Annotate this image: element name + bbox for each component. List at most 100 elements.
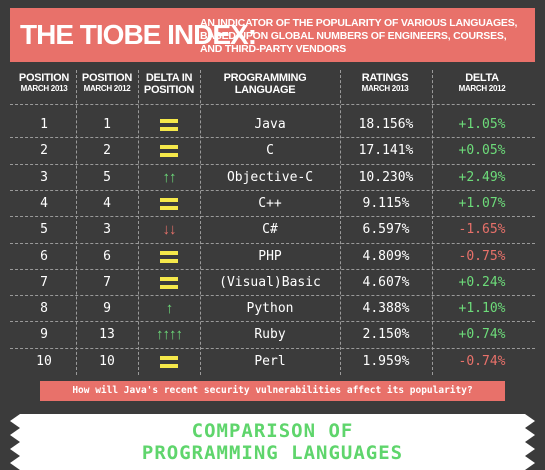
row-divider (10, 189, 535, 191)
rating-value: 4.388% (362, 301, 410, 317)
table-row: 2 2 C 17.141% +0.05% (0, 138, 545, 164)
language-name: Python (246, 301, 294, 317)
position-2012: 4 (103, 195, 111, 211)
arrow-up-icon: ↑ (165, 300, 174, 318)
row-divider (10, 321, 535, 323)
rating-value: 10.230% (358, 169, 414, 185)
position-2013: 10 (36, 353, 52, 369)
rating-value: 4.809% (362, 248, 410, 264)
header-delta: DELTA MARCH 2012 (458, 72, 506, 93)
arrow-down-icon: ↓↓ (162, 221, 177, 239)
arrow-up-icon: ↑↑↑↑ (156, 326, 183, 344)
table-row: 9 13 ↑↑↑↑ Ruby 2.150% +0.74% (0, 322, 545, 348)
delta-value: -0.75% (458, 248, 506, 264)
table-row: 10 10 Perl 1.959% -0.74% (0, 349, 545, 375)
table-row: 3 5 ↑↑ Objective-C 10.230% +2.49% (0, 165, 545, 191)
table-row: 5 3 ↓↓ C# 6.597% -1.65% (0, 217, 545, 243)
position-2012: 5 (103, 169, 111, 185)
position-2013: 3 (40, 169, 48, 185)
banner-title: THE TIOBE INDEX: (20, 19, 257, 50)
delta-value: -0.74% (458, 353, 506, 369)
position-2012: 10 (99, 353, 115, 369)
delta-value: +0.05% (458, 143, 506, 159)
delta-value: +1.05% (458, 117, 506, 132)
header-delta-position: DELTA IN POSITION (143, 72, 195, 96)
position-2012: 2 (103, 143, 111, 159)
section-title-line1: COMPARISON OF (191, 420, 354, 442)
column-divider (200, 70, 201, 375)
row-divider (10, 242, 535, 244)
position-2013: 6 (40, 248, 48, 264)
rating-value: 1.959% (362, 353, 410, 369)
delta-value: -1.65% (458, 222, 506, 238)
delta-value: +2.49% (458, 169, 506, 185)
header-divider (10, 104, 535, 105)
table-row: 7 7 (Visual)Basic 4.607% +0.24% (0, 270, 545, 296)
rating-value: 6.597% (362, 222, 410, 238)
position-2012: 7 (103, 274, 111, 290)
delta-value: +0.24% (458, 274, 506, 290)
position-2013: 7 (40, 274, 48, 290)
language-name: PHP (258, 248, 282, 264)
zigzag-edge-left (10, 414, 20, 470)
language-name: Java (254, 117, 286, 132)
header-ratings: RATINGS MARCH 2013 (361, 72, 409, 93)
equal-icon (160, 119, 178, 131)
equal-icon (160, 197, 178, 210)
table-row: 4 4 C++ 9.115% +1.07% (0, 191, 545, 217)
position-2013: 9 (40, 327, 48, 343)
header-language: PROGRAMMING LANGUAGE (223, 72, 307, 96)
row-divider (10, 295, 535, 297)
row-divider (10, 137, 535, 139)
language-name: C# (262, 222, 278, 238)
rating-value: 9.115% (362, 195, 410, 211)
position-2012: 6 (103, 248, 111, 264)
table-row: 8 9 ↑ Python 4.388% +1.10% (0, 296, 545, 322)
row-divider (10, 268, 535, 270)
position-2012: 3 (103, 222, 111, 238)
section-title-line2: PROGRAMMING LANGUAGES (141, 442, 404, 464)
question-banner: How will Java's recent security vulnerab… (40, 381, 505, 401)
zigzag-edge-right (525, 414, 535, 470)
position-2013: 4 (40, 195, 48, 211)
rating-value: 17.141% (358, 143, 414, 159)
position-2013: 2 (40, 143, 48, 159)
language-name: C (266, 143, 274, 159)
column-divider (138, 70, 139, 375)
column-divider (76, 70, 77, 375)
position-2013: 1 (40, 117, 48, 132)
language-name: (Visual)Basic (219, 274, 321, 290)
language-name: Objective-C (226, 169, 314, 185)
equal-icon (160, 145, 178, 158)
delta-value: +1.10% (458, 301, 506, 317)
position-2013: 8 (40, 301, 48, 317)
delta-value: +0.74% (458, 327, 506, 343)
language-name: Ruby (254, 327, 286, 343)
rating-value: 4.607% (362, 274, 410, 290)
header-position-2013: POSITION MARCH 2013 (18, 72, 70, 93)
table-row: 6 6 PHP 4.809% -0.75% (0, 244, 545, 270)
row-divider (10, 216, 535, 218)
arrow-up-icon: ↑↑ (162, 168, 177, 186)
table-row: 1 1 Java 18.156% +1.05% (0, 112, 545, 138)
column-divider (340, 70, 341, 375)
row-divider (10, 347, 535, 349)
row-divider (10, 163, 535, 165)
position-2012: 1 (103, 117, 111, 132)
column-divider (432, 70, 433, 375)
rating-value: 18.156% (358, 117, 414, 132)
equal-icon (160, 276, 178, 289)
position-2013: 5 (40, 222, 48, 238)
equal-icon (160, 355, 178, 368)
equal-icon (160, 250, 178, 263)
rating-value: 2.150% (362, 327, 410, 343)
language-name: C++ (258, 195, 282, 211)
language-name: Perl (254, 353, 286, 369)
section-title-banner: COMPARISON OF PROGRAMMING LANGUAGES (10, 414, 535, 470)
position-2012: 9 (103, 301, 111, 317)
position-2012: 13 (99, 327, 115, 343)
header-position-2012: POSITION MARCH 2012 (81, 72, 133, 93)
title-banner: THE TIOBE INDEX: AN INDICATOR OF THE POP… (10, 8, 535, 62)
delta-value: +1.07% (458, 195, 506, 211)
